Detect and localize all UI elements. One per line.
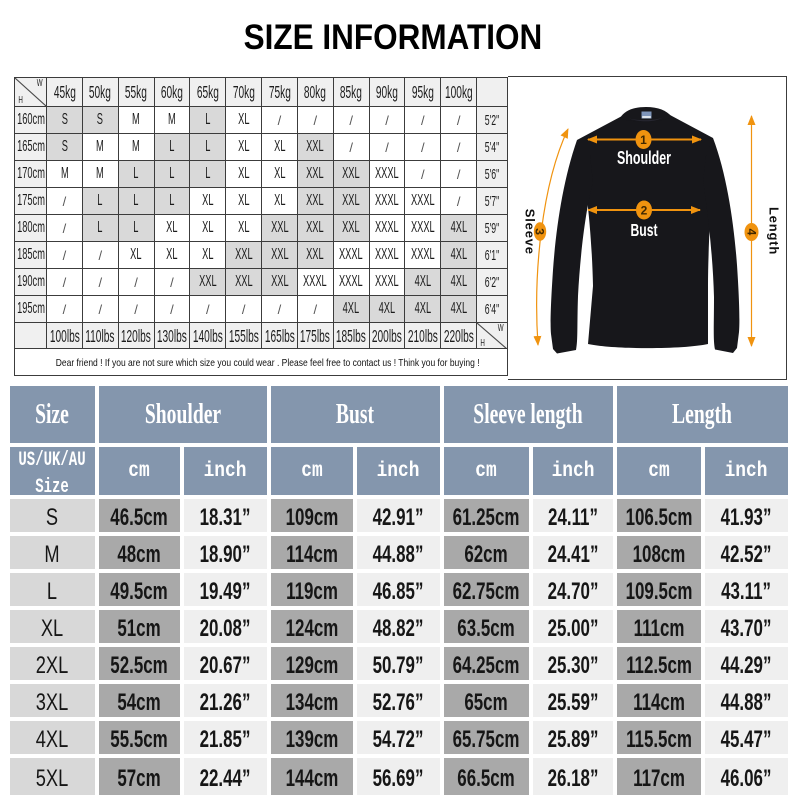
- svg-text:2: 2: [641, 204, 648, 218]
- svg-text:1: 1: [640, 133, 647, 147]
- svg-text:3: 3: [533, 228, 547, 235]
- svg-text:4: 4: [745, 229, 759, 236]
- svg-text:Sleeve: Sleeve: [523, 209, 538, 255]
- svg-text:Length: Length: [767, 207, 782, 255]
- svg-text:Bust: Bust: [631, 220, 658, 240]
- svg-text:Shoulder: Shoulder: [617, 147, 671, 168]
